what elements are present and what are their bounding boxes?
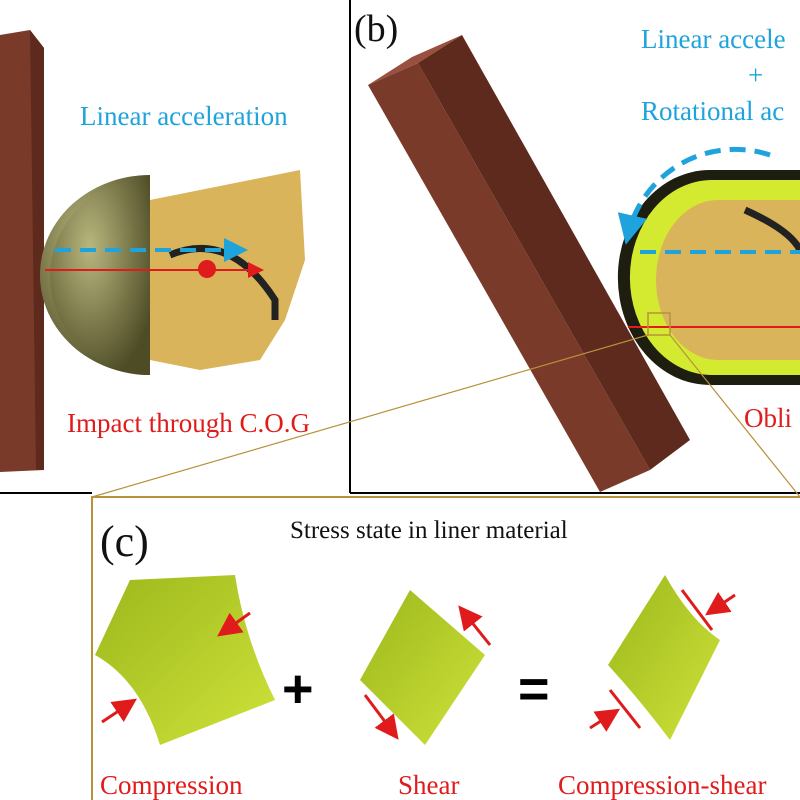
panel-b-plus: + [748, 60, 764, 90]
panel-a-impact-label: Impact through C.O.G [67, 408, 310, 438]
panel-b-brick [368, 35, 690, 492]
panel-b-tag: (b) [354, 8, 399, 50]
panel-b-rotational-label: Rotational ac [641, 96, 785, 126]
panel-c-title: Stress state in liner material [290, 517, 568, 544]
compression-element [95, 575, 275, 745]
label-shear: Shear [398, 770, 460, 800]
plus-operator: + [282, 659, 314, 719]
panel-b-head [656, 200, 800, 360]
panel-a-helmet-shell [50, 177, 150, 375]
panel-b-linear-label: Linear accele [641, 24, 786, 54]
equals-operator: = [518, 659, 550, 719]
label-compression: Compression [100, 770, 243, 800]
shear-element [360, 590, 485, 745]
panel-b-oblique-label: Obli [744, 403, 793, 433]
zoom-box [647, 312, 671, 336]
panel-a-cog-dot [198, 260, 216, 278]
compression-shear-element [608, 575, 720, 740]
panel-b-rotational-arrow [617, 146, 771, 245]
panel-a-linear-label: Linear acceleration [80, 101, 288, 131]
panel-c-frame [91, 496, 800, 800]
panel-c-tag: (c) [100, 517, 149, 566]
panel-a-brick [0, 30, 44, 472]
label-compression-shear: Compression-shear [558, 770, 767, 800]
